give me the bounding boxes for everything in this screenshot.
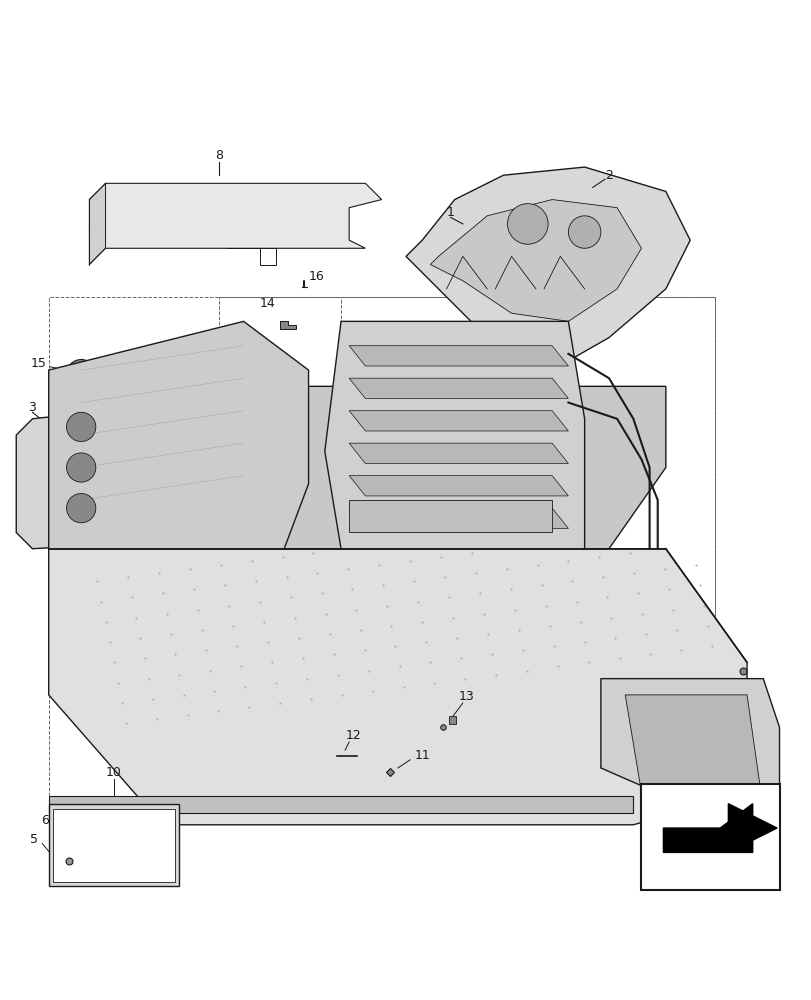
Text: 15: 15 <box>30 357 46 370</box>
Polygon shape <box>178 451 308 476</box>
Polygon shape <box>16 403 243 549</box>
Polygon shape <box>600 679 779 825</box>
Circle shape <box>58 445 104 490</box>
Polygon shape <box>324 321 584 549</box>
Polygon shape <box>430 200 641 321</box>
Text: 14: 14 <box>260 297 276 310</box>
Bar <box>49 297 714 809</box>
Polygon shape <box>89 183 381 248</box>
Polygon shape <box>49 796 633 813</box>
Circle shape <box>58 404 104 450</box>
Text: 7: 7 <box>138 867 146 880</box>
Circle shape <box>67 494 96 523</box>
Polygon shape <box>349 476 568 496</box>
Polygon shape <box>727 804 776 852</box>
Circle shape <box>507 204 547 244</box>
Polygon shape <box>663 804 752 852</box>
Text: 11: 11 <box>414 749 430 762</box>
Polygon shape <box>235 455 260 472</box>
Polygon shape <box>349 378 568 399</box>
Polygon shape <box>89 183 105 265</box>
Text: 5: 5 <box>30 833 38 846</box>
Circle shape <box>67 453 96 482</box>
Circle shape <box>67 360 96 389</box>
Polygon shape <box>349 508 568 528</box>
Bar <box>219 297 527 809</box>
Polygon shape <box>49 321 308 549</box>
Text: 1: 1 <box>446 206 454 219</box>
Polygon shape <box>49 549 746 825</box>
Polygon shape <box>49 804 178 886</box>
Text: 9: 9 <box>227 437 235 450</box>
Circle shape <box>67 412 96 442</box>
Polygon shape <box>227 248 276 265</box>
Text: 12: 12 <box>345 729 361 742</box>
Bar <box>641 784 779 890</box>
Polygon shape <box>448 716 456 724</box>
Circle shape <box>58 485 104 531</box>
Bar <box>341 297 714 809</box>
Circle shape <box>568 216 600 248</box>
Polygon shape <box>349 411 568 431</box>
Text: 6: 6 <box>41 814 49 827</box>
Text: 13: 13 <box>458 690 474 703</box>
Text: 16: 16 <box>308 270 324 283</box>
Polygon shape <box>53 809 174 882</box>
Polygon shape <box>349 346 568 366</box>
Text: 2: 2 <box>604 169 612 182</box>
Polygon shape <box>280 321 296 329</box>
Polygon shape <box>243 386 665 549</box>
Polygon shape <box>349 443 568 463</box>
Polygon shape <box>624 695 762 809</box>
Polygon shape <box>406 167 689 370</box>
Polygon shape <box>349 500 551 532</box>
Text: 3: 3 <box>28 401 36 414</box>
Text: 4: 4 <box>695 731 703 744</box>
Text: 10: 10 <box>105 766 122 779</box>
Text: 8: 8 <box>215 149 223 162</box>
